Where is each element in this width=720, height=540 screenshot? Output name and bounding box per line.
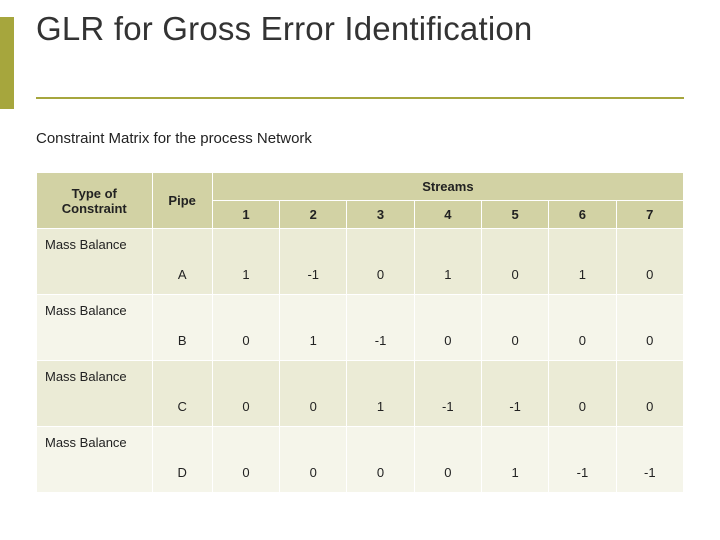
cell-value: 0: [347, 229, 414, 295]
title-block: GLR for Gross Error Identification: [36, 10, 684, 48]
cell-value: -1: [280, 229, 347, 295]
header-stream-6: 6: [549, 201, 616, 229]
cell-type: Mass Balance: [37, 361, 153, 427]
cell-value: 0: [414, 295, 481, 361]
header-streams: Streams: [212, 173, 683, 201]
header-stream-3: 3: [347, 201, 414, 229]
header-stream-5: 5: [481, 201, 548, 229]
cell-value: -1: [549, 427, 616, 493]
cell-value: 0: [414, 427, 481, 493]
header-stream-2: 2: [280, 201, 347, 229]
page-title: GLR for Gross Error Identification: [36, 10, 684, 48]
cell-value: -1: [481, 361, 548, 427]
table-body: Mass Balance A 1 -1 0 1 0 1 0 Mass Balan…: [37, 229, 684, 493]
constraint-table: Type of Constraint Pipe Streams 1 2 3 4 …: [36, 172, 684, 493]
cell-value: 0: [481, 229, 548, 295]
cell-value: 1: [549, 229, 616, 295]
cell-pipe: A: [152, 229, 212, 295]
cell-value: 1: [481, 427, 548, 493]
table-row: Mass Balance C 0 0 1 -1 -1 0 0: [37, 361, 684, 427]
cell-value: 0: [616, 361, 683, 427]
cell-value: 0: [212, 295, 279, 361]
cell-pipe: B: [152, 295, 212, 361]
cell-value: -1: [616, 427, 683, 493]
header-stream-7: 7: [616, 201, 683, 229]
subtitle: Constraint Matrix for the process Networ…: [36, 130, 312, 147]
cell-value: -1: [414, 361, 481, 427]
header-pipe: Pipe: [152, 173, 212, 229]
cell-pipe: C: [152, 361, 212, 427]
cell-value: 0: [280, 361, 347, 427]
cell-value: 1: [280, 295, 347, 361]
table-row: Mass Balance B 0 1 -1 0 0 0 0: [37, 295, 684, 361]
cell-value: 0: [280, 427, 347, 493]
cell-value: -1: [347, 295, 414, 361]
cell-pipe: D: [152, 427, 212, 493]
cell-value: 0: [549, 361, 616, 427]
cell-value: 1: [212, 229, 279, 295]
header-stream-4: 4: [414, 201, 481, 229]
cell-value: 0: [616, 229, 683, 295]
table-row: Mass Balance D 0 0 0 0 1 -1 -1: [37, 427, 684, 493]
cell-value: 0: [549, 295, 616, 361]
accent-bar: [0, 17, 14, 109]
header-stream-1: 1: [212, 201, 279, 229]
cell-type: Mass Balance: [37, 295, 153, 361]
cell-value: 0: [616, 295, 683, 361]
table-row: Mass Balance A 1 -1 0 1 0 1 0: [37, 229, 684, 295]
cell-value: 1: [347, 361, 414, 427]
title-underline: [36, 97, 684, 99]
cell-value: 0: [212, 361, 279, 427]
cell-type: Mass Balance: [37, 427, 153, 493]
cell-value: 0: [212, 427, 279, 493]
cell-value: 0: [481, 295, 548, 361]
cell-value: 0: [347, 427, 414, 493]
header-type: Type of Constraint: [37, 173, 153, 229]
constraint-table-wrap: Type of Constraint Pipe Streams 1 2 3 4 …: [36, 172, 684, 493]
cell-value: 1: [414, 229, 481, 295]
cell-type: Mass Balance: [37, 229, 153, 295]
